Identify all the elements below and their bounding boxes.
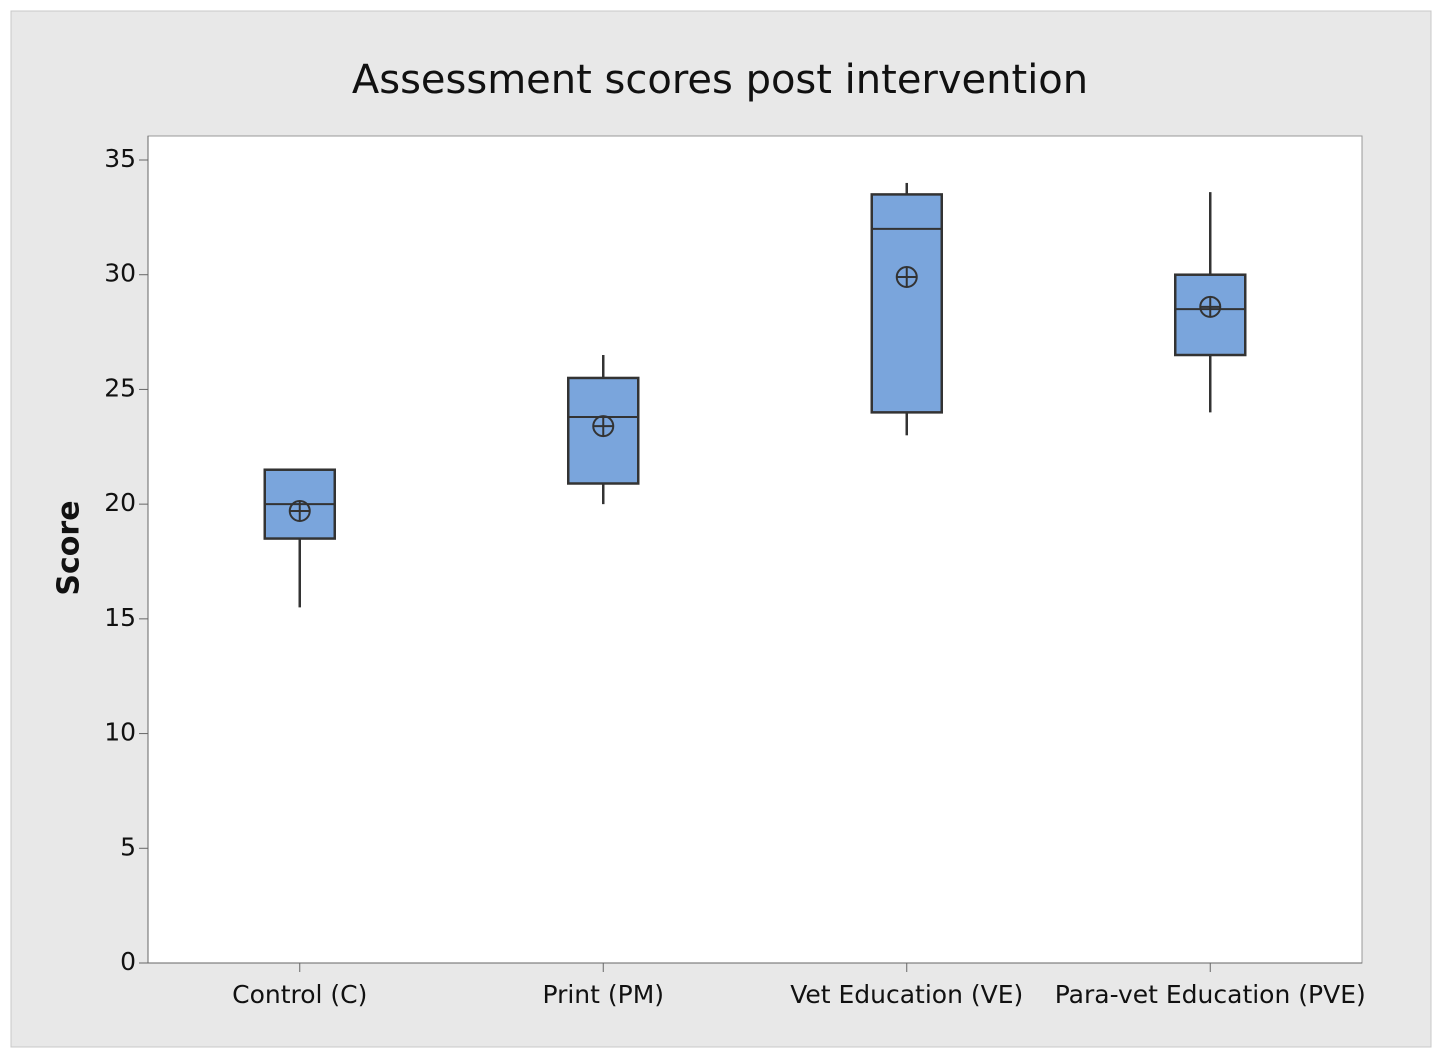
y-tick-label: 35: [104, 144, 136, 173]
mean-marker: [1199, 295, 1222, 318]
y-tick-label: 25: [104, 373, 136, 402]
y-tick-label: 10: [104, 718, 136, 747]
mean-marker: [288, 500, 311, 523]
y-tick-label: 0: [120, 947, 136, 976]
y-tick-label: 20: [104, 488, 136, 517]
x-tick-label: Para-vet Education (PVE): [1055, 980, 1366, 1009]
box: [870, 193, 943, 414]
chart-title: Assessment scores post intervention: [352, 57, 1088, 103]
mean-marker: [895, 266, 918, 289]
y-tick-label: 30: [104, 259, 136, 288]
y-tick-label: 5: [120, 832, 136, 861]
y-tick-label: 15: [104, 603, 136, 632]
mean-marker: [592, 415, 615, 438]
x-tick-label: Print (PM): [542, 980, 664, 1009]
y-axis-label: Score: [52, 500, 87, 595]
x-tick-label: Vet Education (VE): [790, 980, 1023, 1009]
plot-area: [147, 135, 1363, 964]
x-tick-label: Control (C): [232, 980, 367, 1009]
